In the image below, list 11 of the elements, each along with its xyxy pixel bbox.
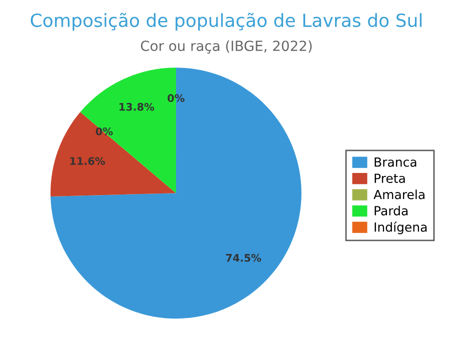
legend-label: Preta: [374, 174, 405, 184]
data-label: 13.8%: [120, 102, 154, 111]
legend-label: Amarela: [374, 190, 424, 200]
chart-title: Composição de população de Lavras do Sul: [30, 12, 422, 31]
legend-label: Indígena: [374, 222, 427, 234]
data-label: 11.6%: [70, 157, 105, 165]
chart-subtitle: Cor ou raça (IBGE, 2022): [140, 40, 312, 54]
data-label: 74.5%: [226, 254, 262, 262]
legend-label: Branca: [374, 157, 416, 167]
legend-label: Parda: [374, 206, 408, 216]
text: 0%: [168, 94, 184, 102]
